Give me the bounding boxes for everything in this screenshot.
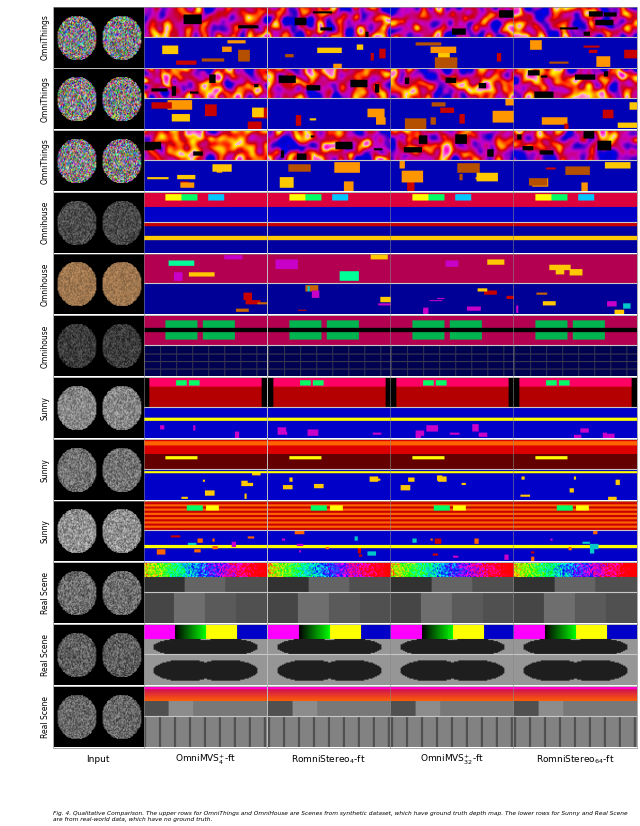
Text: OmniMVS$^{+}_{32}$-ft: OmniMVS$^{+}_{32}$-ft [420, 752, 484, 767]
Text: Real Scene: Real Scene [41, 634, 50, 676]
Text: OmniMVS$^{+}_{4}$-ft: OmniMVS$^{+}_{4}$-ft [175, 752, 236, 767]
Text: RomniStereo$_4$-ft: RomniStereo$_4$-ft [291, 753, 365, 767]
Text: Omnihouse: Omnihouse [41, 325, 50, 368]
Text: OmniThings: OmniThings [41, 76, 50, 122]
Text: Sunny: Sunny [41, 458, 50, 482]
Text: Sunny: Sunny [41, 520, 50, 544]
Text: Real Scene: Real Scene [41, 695, 50, 738]
Text: Input: Input [86, 756, 110, 764]
Text: OmniThings: OmniThings [41, 15, 50, 60]
Text: Omnihouse: Omnihouse [41, 201, 50, 244]
Text: Omnihouse: Omnihouse [41, 263, 50, 306]
Text: Real Scene: Real Scene [41, 572, 50, 615]
Text: RomniStereo$_{64}$-ft: RomniStereo$_{64}$-ft [536, 753, 614, 767]
Text: Fig. 4. Qualitative Comparison. The upper rows for OmniThings and OmniHouse are : Fig. 4. Qualitative Comparison. The uppe… [53, 811, 628, 822]
Text: OmniThings: OmniThings [41, 138, 50, 184]
Text: Sunny: Sunny [41, 396, 50, 420]
